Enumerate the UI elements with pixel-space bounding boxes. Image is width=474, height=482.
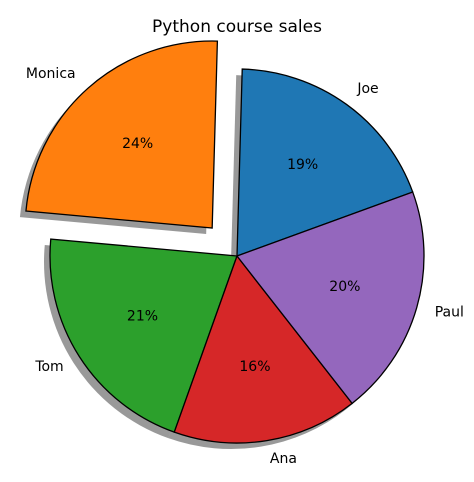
pct-label: 19% <box>287 157 318 173</box>
pct-label: 16% <box>239 359 270 375</box>
pct-label: 24% <box>122 136 153 152</box>
slice-label: Monica <box>26 66 76 82</box>
pie-slice <box>173 254 354 444</box>
pct-label: 21% <box>127 308 158 324</box>
pie-slice <box>236 68 414 257</box>
slice-label: Paul <box>435 305 464 321</box>
chart-title: Python course sales <box>152 17 322 37</box>
slice-label: Tom <box>34 359 63 375</box>
slice-label: Ana <box>270 451 297 467</box>
slice-label: Joe <box>356 81 378 97</box>
pie-slice <box>235 191 425 405</box>
pie-slice <box>25 40 219 229</box>
pie-slice <box>49 238 238 433</box>
pct-label: 20% <box>329 279 360 295</box>
